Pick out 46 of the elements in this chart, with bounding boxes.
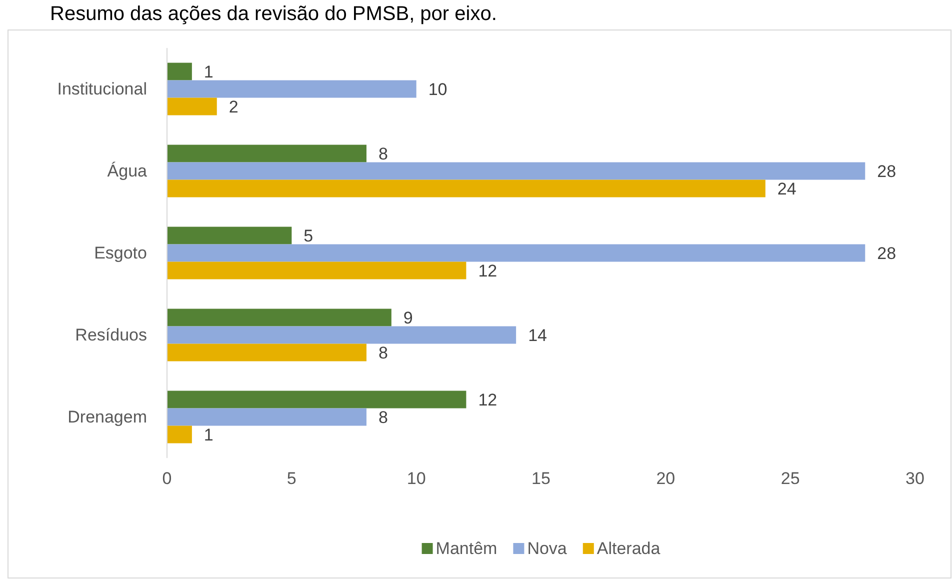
bar — [167, 180, 766, 198]
data-label: 28 — [877, 244, 896, 263]
y-tick-label: Resíduos — [75, 325, 147, 344]
bar — [167, 426, 192, 444]
data-label: 10 — [428, 80, 448, 99]
bar — [167, 344, 366, 362]
bar — [167, 98, 217, 116]
y-tick-label: Esgoto — [94, 243, 147, 262]
data-label: 1 — [204, 425, 214, 444]
bar — [167, 244, 866, 262]
data-label: 12 — [478, 390, 498, 410]
y-tick-label: Drenagem — [68, 407, 147, 426]
x-tick-label: 15 — [532, 469, 550, 488]
data-label: 24 — [777, 179, 796, 198]
data-label: 8 — [378, 408, 388, 427]
data-label: 8 — [378, 144, 388, 164]
bar — [167, 390, 466, 408]
data-label: 9 — [403, 308, 413, 328]
x-tick-label: 0 — [162, 469, 172, 488]
bar — [167, 326, 516, 344]
bar — [167, 80, 416, 98]
legend-label: Mantêm — [436, 538, 498, 558]
chart-title: Resumo das ações da revisão do PMSB, por eixo. — [50, 3, 497, 25]
bar — [167, 262, 466, 280]
data-label: 12 — [478, 261, 498, 280]
legend-label: Alterada — [596, 538, 661, 558]
bar — [167, 62, 192, 80]
y-tick-label: Institucional — [57, 79, 147, 98]
legend-label: Nova — [527, 538, 568, 558]
data-label: 8 — [378, 343, 388, 362]
data-label: 28 — [877, 162, 896, 181]
x-tick-label: 20 — [656, 469, 676, 488]
x-tick-label: 10 — [406, 469, 426, 488]
data-label: 5 — [304, 226, 314, 246]
y-tick-label: Água — [107, 161, 148, 180]
bar — [167, 408, 366, 426]
x-tick-label: 30 — [906, 469, 924, 488]
data-label: 1 — [204, 62, 214, 82]
bar — [167, 144, 366, 162]
x-tick-label: 5 — [286, 469, 296, 488]
bar — [167, 162, 866, 180]
data-label: 14 — [528, 326, 547, 345]
bar — [167, 308, 392, 326]
data-label: 2 — [228, 97, 238, 116]
bar — [167, 226, 292, 244]
x-tick-label: 25 — [780, 469, 800, 488]
